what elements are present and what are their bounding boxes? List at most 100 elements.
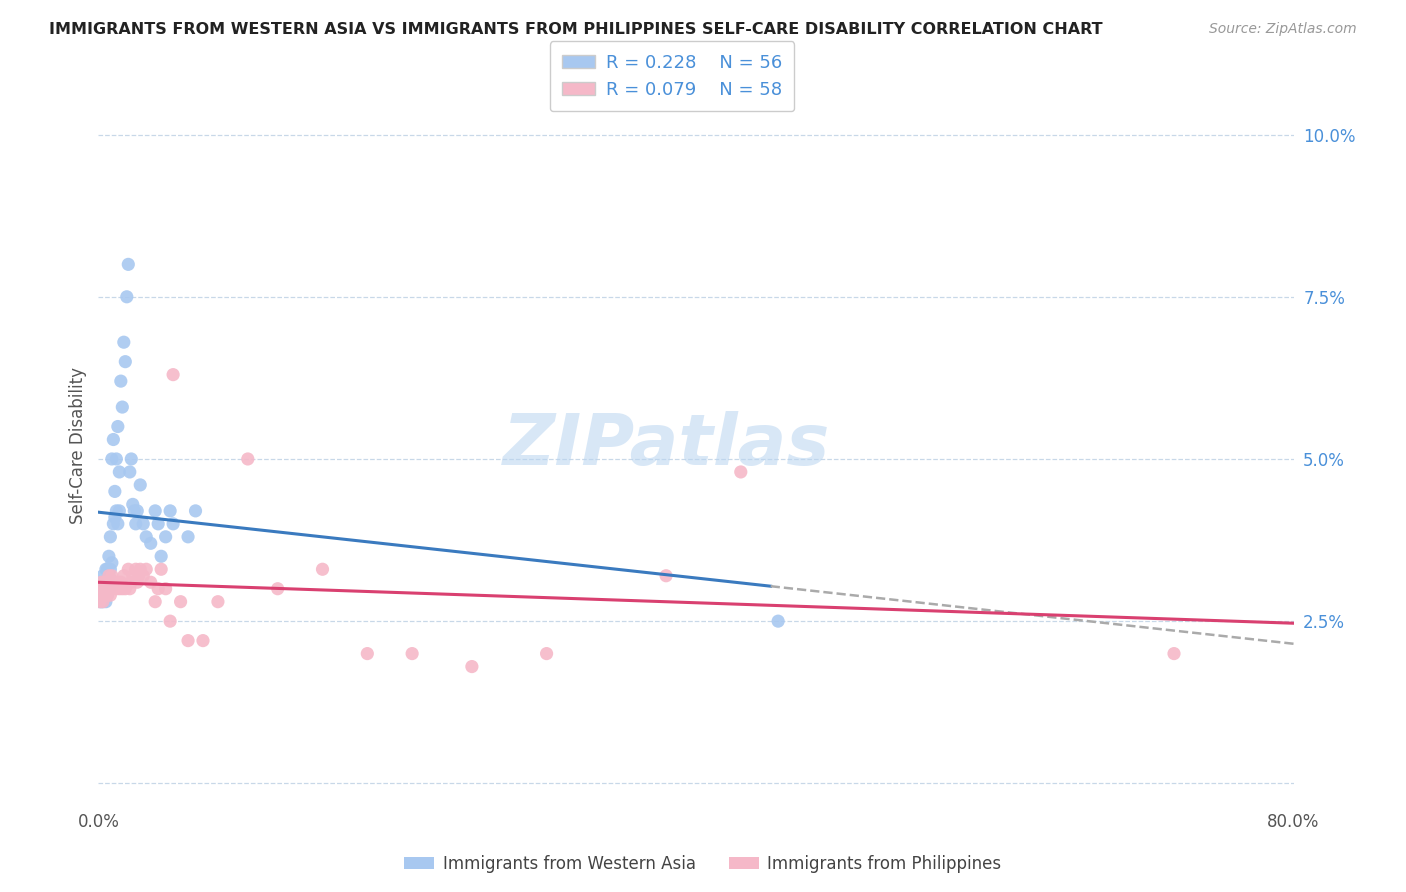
Point — [107, 575, 129, 590]
Y-axis label: Self-Care Disability: Self-Care Disability — [69, 368, 87, 524]
Point — [730, 465, 752, 479]
Point — [401, 647, 423, 661]
Point — [96, 575, 118, 590]
Point — [90, 595, 112, 609]
Point — [132, 568, 155, 582]
Point — [184, 504, 207, 518]
Point — [94, 588, 117, 602]
Point — [236, 452, 259, 467]
Text: Source: ZipAtlas.com: Source: ZipAtlas.com — [1209, 22, 1357, 37]
Point — [93, 575, 115, 590]
Point — [94, 595, 117, 609]
Point — [97, 582, 120, 596]
Point — [766, 614, 789, 628]
Point — [461, 659, 484, 673]
Point — [97, 582, 120, 596]
Point — [103, 575, 125, 590]
Legend: Immigrants from Western Asia, Immigrants from Philippines: Immigrants from Western Asia, Immigrants… — [398, 848, 1008, 880]
Point — [91, 595, 114, 609]
Point — [143, 595, 166, 609]
Point — [101, 568, 124, 582]
Point — [117, 562, 139, 576]
Point — [93, 588, 115, 602]
Point — [139, 536, 162, 550]
Point — [96, 562, 118, 576]
Point — [207, 595, 229, 609]
Point — [94, 582, 117, 596]
Point — [112, 335, 135, 350]
Point — [150, 549, 173, 564]
Point — [97, 568, 120, 582]
Point — [93, 588, 115, 602]
Point — [118, 465, 141, 479]
Point — [101, 556, 124, 570]
Point — [129, 562, 152, 576]
Point — [108, 504, 131, 518]
Point — [125, 562, 148, 576]
Point — [111, 400, 134, 414]
Point — [155, 582, 177, 596]
Legend: R = 0.228    N = 56, R = 0.079    N = 58: R = 0.228 N = 56, R = 0.079 N = 58 — [550, 41, 794, 112]
Point — [93, 575, 115, 590]
Point — [111, 582, 134, 596]
Point — [107, 516, 129, 531]
Point — [159, 614, 181, 628]
Point — [94, 562, 117, 576]
Point — [115, 290, 138, 304]
Point — [655, 568, 678, 582]
Point — [89, 595, 111, 609]
Point — [155, 530, 177, 544]
Point — [125, 516, 148, 531]
Point — [148, 582, 170, 596]
Point — [159, 504, 181, 518]
Point — [121, 497, 143, 511]
Point — [356, 647, 378, 661]
Point — [139, 575, 162, 590]
Point — [98, 562, 122, 576]
Point — [162, 516, 184, 531]
Point — [143, 504, 166, 518]
Point — [104, 484, 127, 499]
Point — [98, 530, 122, 544]
Point — [117, 257, 139, 271]
Point — [105, 452, 128, 467]
Point — [311, 562, 333, 576]
Point — [108, 582, 131, 596]
Point — [177, 530, 200, 544]
Point — [96, 588, 118, 602]
Point — [103, 516, 125, 531]
Point — [98, 588, 122, 602]
Point — [90, 575, 112, 590]
Point — [536, 647, 558, 661]
Point — [103, 433, 125, 447]
Point — [90, 582, 112, 596]
Point — [104, 510, 127, 524]
Point — [112, 568, 135, 582]
Point — [105, 504, 128, 518]
Point — [110, 374, 132, 388]
Point — [107, 419, 129, 434]
Point — [129, 478, 152, 492]
Point — [90, 588, 112, 602]
Point — [128, 568, 150, 582]
Point — [127, 504, 149, 518]
Point — [91, 568, 114, 582]
Point — [120, 452, 142, 467]
Point — [148, 516, 170, 531]
Point — [108, 465, 131, 479]
Point — [118, 582, 141, 596]
Point — [110, 575, 132, 590]
Point — [120, 575, 142, 590]
Point — [121, 568, 143, 582]
Point — [94, 575, 117, 590]
Point — [91, 582, 114, 596]
Point — [96, 575, 118, 590]
Point — [89, 595, 111, 609]
Point — [135, 562, 157, 576]
Point — [169, 595, 191, 609]
Point — [101, 452, 124, 467]
Point — [105, 582, 128, 596]
Point — [114, 354, 136, 368]
Point — [91, 595, 114, 609]
Point — [96, 588, 118, 602]
